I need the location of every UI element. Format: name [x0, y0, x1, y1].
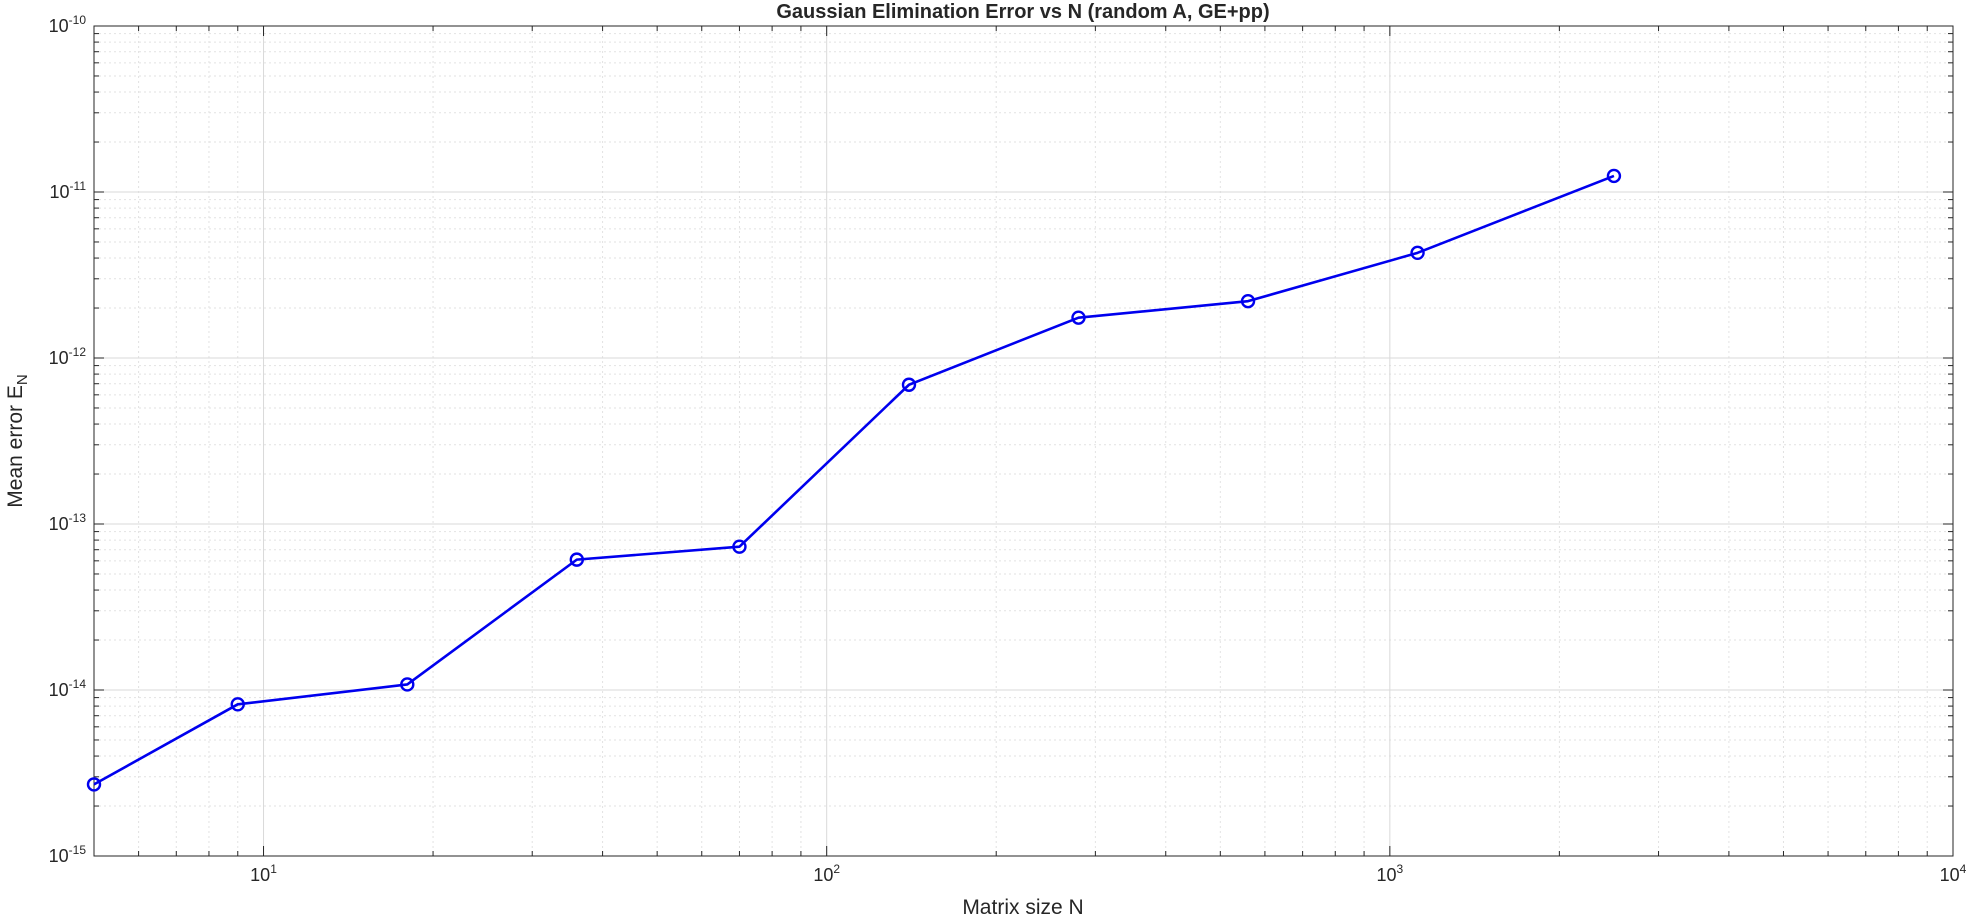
data-point-marker [569, 552, 585, 567]
x-tick-label-base: 10 [1940, 865, 1960, 885]
y-axis-label-main: Mean error E [4, 385, 27, 508]
y-axis-label-subscript: N [14, 374, 31, 385]
x-tick-label-base: 10 [1376, 865, 1396, 885]
minor-grid [93, 26, 1953, 856]
plot-background [94, 26, 1953, 856]
plot-frame [93, 25, 1954, 857]
chart-title: Gaussian Elimination Error vs N (random … [776, 1, 1269, 23]
y-tick-label-base: 10 [49, 680, 69, 700]
y-tick-label: 10-10 [49, 13, 87, 36]
y-axis-label: Mean error EN [4, 374, 31, 507]
x-tick-labels: 101 102 103 104 [250, 862, 1967, 885]
data-point-marker [1410, 245, 1425, 261]
y-tick-label-base: 10 [49, 846, 69, 866]
x-tick-label: 103 [1376, 862, 1403, 885]
data-point-marker [901, 377, 917, 392]
x-tick-label-base: 10 [250, 865, 270, 885]
y-tick-label-exponent: -15 [69, 843, 87, 857]
y-tick-label-base: 10 [49, 348, 69, 368]
y-tick-label-exponent: -12 [69, 345, 87, 359]
y-tick-label: 10-14 [49, 677, 87, 700]
x-tick-label-exponent: 4 [1960, 862, 1967, 876]
x-tick-label-exponent: 3 [1397, 862, 1404, 876]
x-tick-label-exponent: 2 [833, 862, 840, 876]
x-tick-label: 102 [813, 862, 840, 885]
x-axis-label: Matrix size N [962, 896, 1083, 919]
y-tick-label-base: 10 [49, 514, 69, 534]
y-tick-label-base: 10 [49, 16, 69, 36]
y-tick-label: 10-12 [49, 345, 87, 368]
data-point-marker [1071, 310, 1086, 325]
x-tick-label: 101 [250, 862, 277, 885]
data-point-marker [1240, 293, 1256, 309]
data-point-marker [1606, 168, 1622, 184]
x-tick-label-base: 10 [813, 865, 833, 885]
x-tick-label: 104 [1940, 862, 1967, 885]
series-line [93, 174, 1615, 786]
series-group [86, 168, 1622, 792]
y-tick-label-exponent: -10 [69, 13, 87, 27]
y-tick-label: 10-13 [49, 511, 87, 534]
y-tick-label: 10-15 [49, 843, 87, 866]
y-tick-label-exponent: -11 [70, 179, 87, 193]
x-tick-label-exponent: 1 [270, 862, 277, 876]
data-point-marker [400, 677, 415, 692]
y-tick-label-base: 10 [50, 182, 70, 202]
data-point-marker [86, 777, 102, 792]
y-tick-label-exponent: -14 [69, 677, 87, 691]
data-point-marker [230, 697, 245, 712]
y-tick-label-exponent: -13 [69, 511, 87, 525]
data-point-marker [732, 539, 747, 554]
y-tick-label: 10-11 [50, 179, 87, 202]
